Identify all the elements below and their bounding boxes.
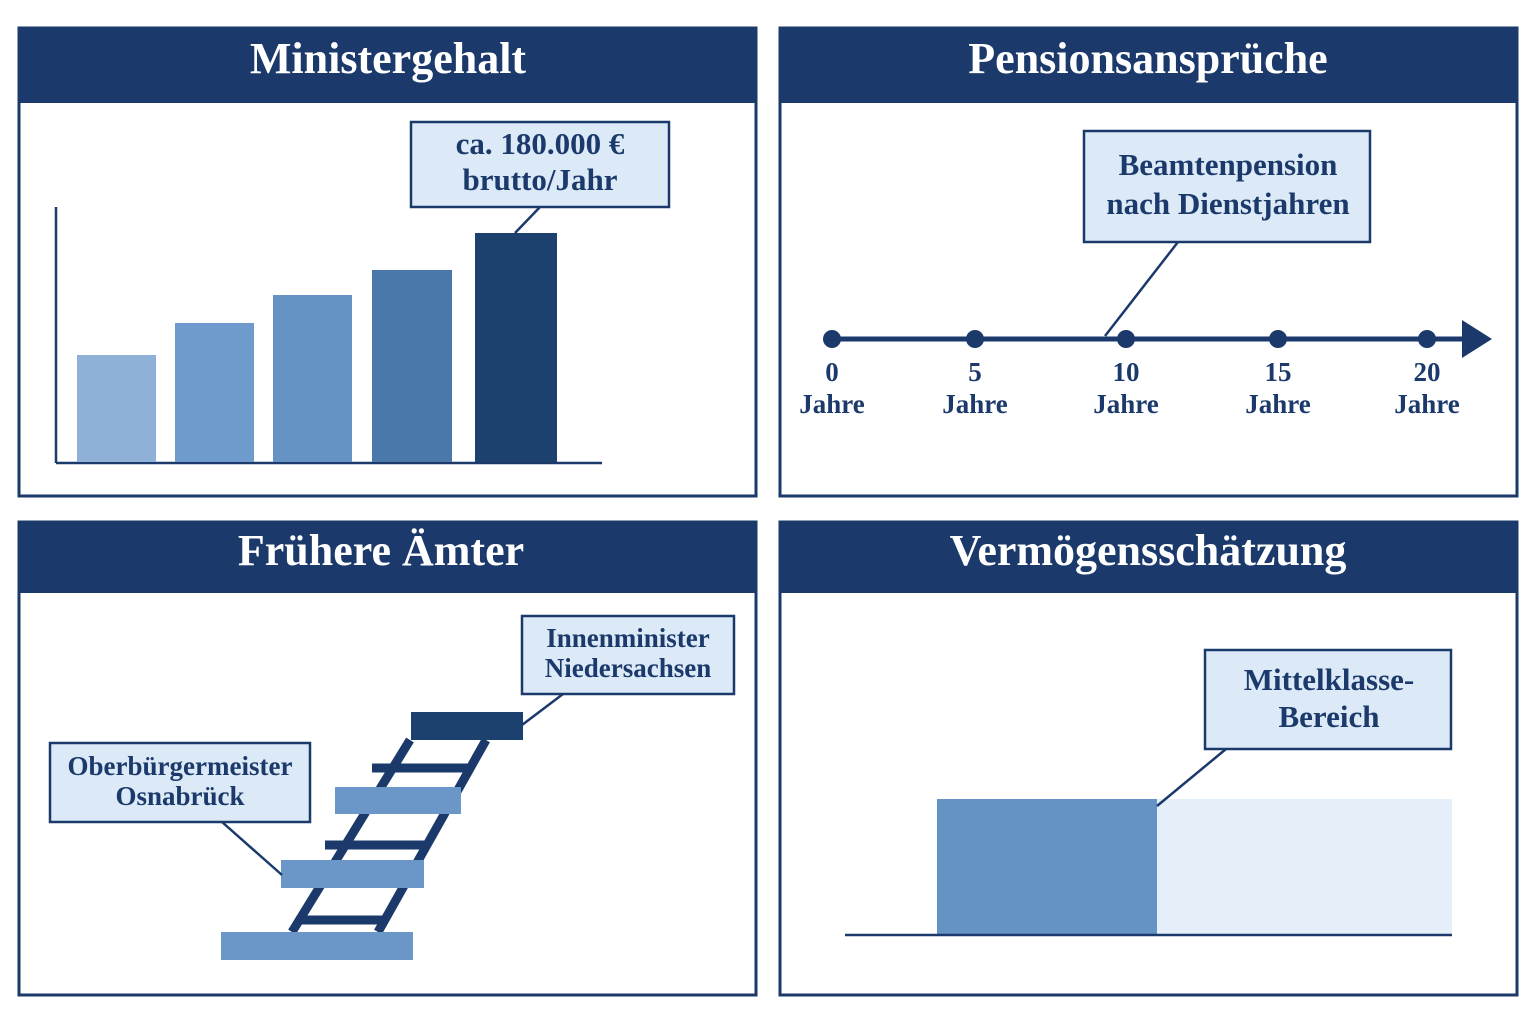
timeline-dot — [1269, 330, 1287, 348]
callout-text: Beamtenpension — [1119, 147, 1338, 182]
tick-label: 20 — [1414, 357, 1441, 387]
callout-box — [48, 741, 312, 824]
timeline-dot — [1418, 330, 1436, 348]
callout-text: Osnabrück — [115, 781, 244, 811]
callout-box — [409, 120, 671, 209]
panel-title: Pensionsansprüche — [968, 34, 1327, 83]
callout-text: ca. 180.000 € — [456, 126, 625, 161]
panel-header — [19, 522, 756, 593]
panel-header — [780, 522, 1517, 593]
step — [221, 932, 413, 960]
callout-text: nach Dienstjahren — [1106, 186, 1349, 221]
leader-line — [514, 206, 541, 234]
callout-text: Mittelklasse- — [1244, 662, 1414, 697]
bar — [77, 355, 156, 462]
tick-label: Jahre — [1394, 389, 1460, 419]
leader-line — [521, 693, 564, 726]
panel-header — [780, 28, 1517, 103]
step — [335, 787, 461, 814]
bar — [372, 270, 452, 462]
tick-label: 15 — [1265, 357, 1292, 387]
timeline-arrow — [1462, 320, 1492, 358]
tick-label: Jahre — [1245, 389, 1311, 419]
timeline-dot — [823, 330, 841, 348]
bar — [175, 323, 254, 462]
callout-text: Bereich — [1278, 699, 1379, 734]
panel-title: Frühere Ämter — [238, 526, 524, 575]
callout-box — [1203, 648, 1453, 751]
bar — [273, 295, 352, 462]
step — [411, 712, 523, 740]
panel-title: Vermögensschätzung — [950, 526, 1347, 575]
leader-line — [1104, 241, 1179, 337]
leader-line — [1156, 748, 1227, 807]
tick-label: Jahre — [799, 389, 865, 419]
step — [281, 860, 424, 888]
panel-title: Ministergehalt — [250, 34, 527, 83]
timeline-dot — [1117, 330, 1135, 348]
bar — [475, 233, 557, 462]
callout-text: Oberbürgermeister — [68, 751, 293, 781]
ladder — [288, 737, 490, 935]
tick-label: Jahre — [1093, 389, 1159, 419]
callout-text: Innenminister — [546, 623, 710, 653]
tick-label: Jahre — [942, 389, 1008, 419]
range-band — [1157, 799, 1452, 935]
tick-label: 5 — [968, 357, 982, 387]
callout-text: Niedersachsen — [545, 653, 711, 683]
callout-box — [520, 614, 736, 696]
leader-line — [221, 821, 283, 876]
panel-frame — [778, 26, 1519, 498]
timeline-dot — [966, 330, 984, 348]
panel-header — [19, 28, 756, 103]
callout-text: brutto/Jahr — [463, 162, 618, 197]
callout-box — [1082, 129, 1372, 244]
tick-label: 10 — [1113, 357, 1140, 387]
range-bar — [937, 799, 1157, 935]
tick-label: 0 — [825, 357, 839, 387]
